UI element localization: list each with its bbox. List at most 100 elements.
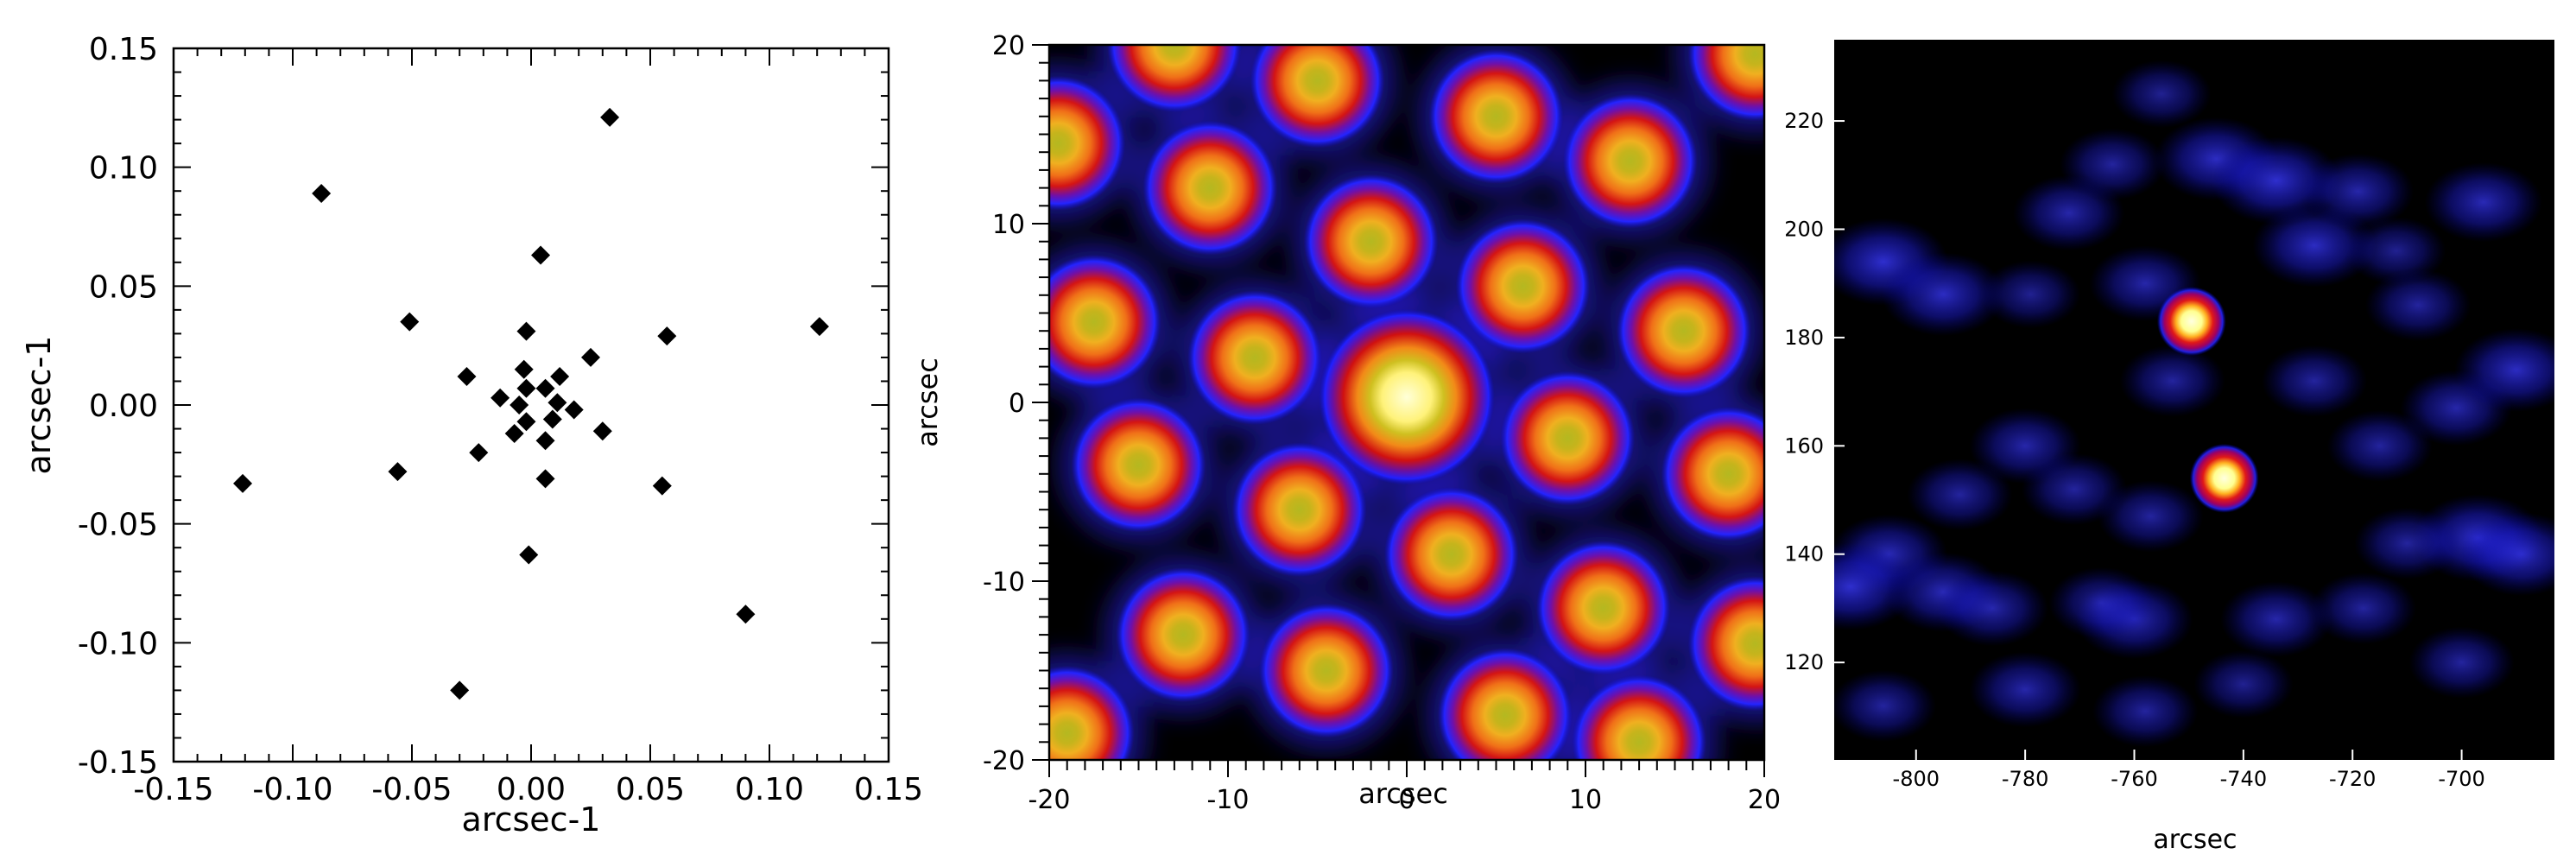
sky-map-emission-blob xyxy=(1969,651,2081,728)
sky-map-source xyxy=(2189,443,2259,513)
dirty-beam-sidelobe xyxy=(1535,541,1671,676)
dirty-beam-sidelobe xyxy=(1562,93,1698,229)
sky-map-x-tick-label: -700 xyxy=(2438,767,2484,791)
dirty-beam-y-tick-label: -20 xyxy=(983,746,1025,776)
sky-map-y-tick-labels: 120 140 160 180 200 220 xyxy=(1784,109,1824,674)
sky-map-emission-blob xyxy=(1834,669,1936,742)
dirty-beam-sidelobe xyxy=(1687,576,1764,712)
dirty-beam-sidelobe xyxy=(1231,442,1367,578)
sky-map-sources xyxy=(2156,287,2259,513)
dirty-beam-sidelobe xyxy=(1116,567,1251,703)
scatter-y-tick-label: 0.15 xyxy=(89,32,158,67)
dirty-beam-sidelobe xyxy=(1049,254,1161,389)
sky-map-panel: -800 -780 -760 -740 -720 -700 120 140 160 180 200… xyxy=(1784,40,2554,855)
scatter-point xyxy=(535,431,555,451)
scatter-point xyxy=(233,473,253,493)
sky-map-emission-blob xyxy=(2346,217,2446,285)
scatter-point xyxy=(519,545,539,565)
dirty-beam-sidelobe xyxy=(1661,406,1764,541)
scatter-point xyxy=(547,393,567,413)
dirty-beam-y-tick-label: 0 xyxy=(1009,389,1025,419)
sky-map-ticks xyxy=(1834,120,2463,760)
sky-map-x-tick-label: -740 xyxy=(2220,767,2267,791)
dirty-beam-y-tick-label: 20 xyxy=(992,31,1025,61)
scatter-point xyxy=(736,604,756,624)
scatter-point xyxy=(450,680,470,700)
scatter-point xyxy=(535,378,555,398)
scatter-y-axis-label: arcsec-1 xyxy=(20,336,58,475)
sky-map-emission-blob xyxy=(2111,60,2212,128)
scatter-point xyxy=(491,388,510,408)
scatter-y-tick-label: 0.00 xyxy=(89,389,158,424)
scatter-x-tick-label: 0.10 xyxy=(735,772,804,807)
sky-map-emission-blob xyxy=(1907,459,2013,531)
scatter-point xyxy=(504,424,524,444)
scatter-points xyxy=(233,107,829,700)
dirty-beam-sidelobe xyxy=(1187,290,1323,426)
sky-map-emission-blob xyxy=(2119,345,2225,417)
scatter-point xyxy=(592,421,612,441)
scatter-y-tick-labels: -0.15 -0.10 -0.05 0.00 0.05 0.10 0.15 xyxy=(78,32,158,781)
sky-map-emission-blob xyxy=(2454,328,2554,412)
sky-map-x-tick-label: -780 xyxy=(2002,767,2048,791)
dirty-beam-y-tick-labels: -20 -10 0 10 20 xyxy=(983,31,1025,776)
sky-map-emission-blob xyxy=(1936,570,2048,647)
sky-map-emission-blob xyxy=(2326,409,2433,482)
dirty-beam-sidelobe xyxy=(1303,174,1439,309)
scatter-x-axis-label: arcsec-1 xyxy=(462,801,601,839)
sky-map-y-tick-label: 160 xyxy=(1784,434,1824,458)
scatter-y-tick-label: -0.15 xyxy=(78,745,158,781)
scatter-point xyxy=(516,378,536,398)
scatter-point xyxy=(457,366,477,386)
scatter-point xyxy=(516,412,536,432)
dirty-beam-y-tick-label: 10 xyxy=(992,210,1025,240)
scatter-x-tick-label: 0.00 xyxy=(497,772,566,807)
sky-map-emission-blob xyxy=(2302,153,2415,230)
dirty-beam-sidelobe xyxy=(1572,674,1707,760)
sky-map-emission-blob xyxy=(1980,260,2080,328)
scatter-plot-frame xyxy=(172,47,890,763)
scatter-y-tick-label: -0.10 xyxy=(78,626,158,661)
sky-map-x-tick-labels: -800 -780 -760 -740 -720 -700 xyxy=(1893,767,2485,791)
sky-map-background-emission xyxy=(1834,60,2554,748)
dirty-beam-sidelobe xyxy=(1106,45,1242,112)
dirty-beam-x-axis-label: arcsec xyxy=(1358,777,1448,810)
dirty-beam-sidelobe xyxy=(1383,486,1519,622)
sky-map-source xyxy=(2156,287,2226,357)
scatter-x-tick-label: 0.05 xyxy=(616,772,685,807)
dirty-beam-main-peak xyxy=(1319,308,1495,485)
scatter-point xyxy=(510,396,529,415)
sky-map-y-tick-label: 220 xyxy=(1784,109,1824,133)
sky-map-emission-blob xyxy=(2365,269,2472,341)
sky-map-y-tick-label: 120 xyxy=(1784,650,1824,674)
scatter-panel: -0.15 -0.10 -0.05 0.00 0.05 0.10 0.15 -0.15-0.… xyxy=(20,32,923,839)
sky-map-emission-blob xyxy=(2060,128,2166,200)
scatter-y-tick-label: 0.10 xyxy=(89,151,158,187)
sky-map-y-tick-label: 180 xyxy=(1784,326,1824,350)
scatter-x-tick-label: -0.10 xyxy=(252,772,332,807)
scatter-point xyxy=(564,400,584,420)
scatter-y-tick-label: 0.05 xyxy=(89,269,158,305)
sky-map-emission-blob xyxy=(2092,675,2199,748)
dirty-beam-x-tick-label: 10 xyxy=(1569,785,1602,815)
scatter-point xyxy=(600,107,620,127)
scatter-point xyxy=(809,317,829,337)
sky-map-emission-blob xyxy=(1881,252,2005,336)
sky-map-x-tick-label: -720 xyxy=(2329,767,2376,791)
dirty-beam-sidelobe xyxy=(1071,397,1206,533)
dirty-beam-sidelobe xyxy=(1049,665,1135,760)
dirty-beam-x-tick-label: -10 xyxy=(1207,785,1250,815)
dirty-beam-y-axis-label: arcsec xyxy=(911,358,944,447)
sky-map-emission-blob xyxy=(2459,512,2554,596)
dirty-beam-ticks xyxy=(1032,44,1765,777)
scatter-point xyxy=(535,469,555,489)
scatter-point xyxy=(516,321,536,341)
dirty-beam-x-tick-label: -20 xyxy=(1029,785,1071,815)
sky-map-emission-blob xyxy=(2262,345,2367,417)
sky-map-emission-blob xyxy=(2408,626,2515,699)
scatter-point xyxy=(542,409,562,429)
scatter-ticks xyxy=(173,47,889,763)
scatter-point xyxy=(581,347,600,367)
dirty-beam-sidelobe xyxy=(1500,370,1636,506)
sky-map-x-axis-label: arcsec xyxy=(2153,825,2237,855)
